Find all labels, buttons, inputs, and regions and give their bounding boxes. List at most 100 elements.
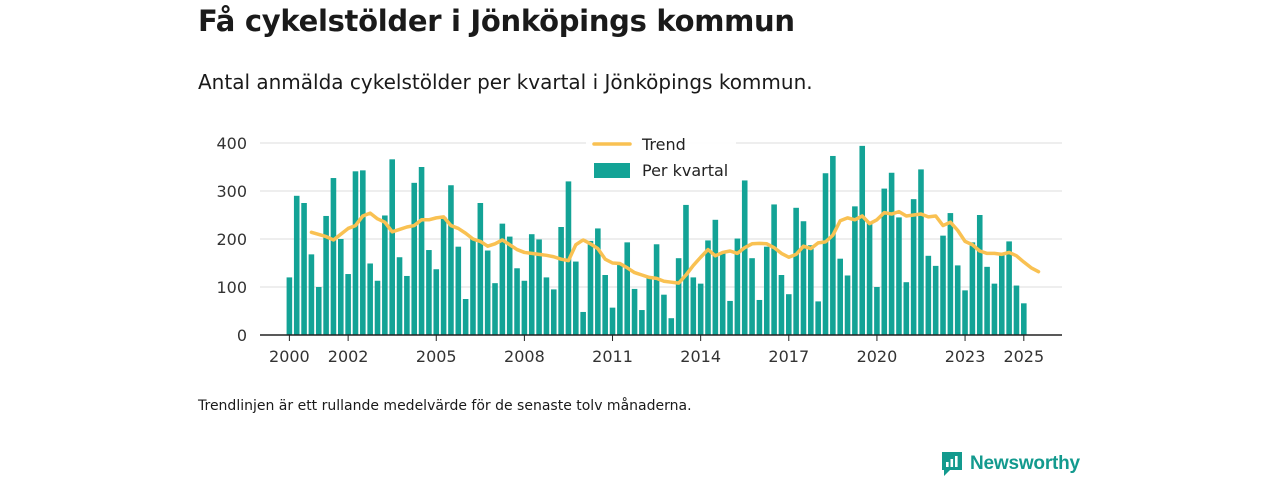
- bar: [932, 265, 939, 335]
- bar: [844, 275, 851, 335]
- bar: [492, 283, 498, 335]
- bar: [345, 274, 351, 335]
- bar: [286, 277, 293, 335]
- bar: [852, 206, 858, 335]
- bar: [675, 258, 682, 335]
- x-tick-label: 2017: [768, 347, 809, 366]
- bar: [830, 155, 836, 335]
- newsworthy-logo-icon: [942, 452, 962, 476]
- bar: [514, 268, 520, 335]
- bar: [859, 145, 866, 335]
- bar: [705, 240, 711, 335]
- y-tick-label: 100: [216, 278, 247, 297]
- bar: [315, 287, 322, 335]
- bar: [763, 246, 770, 335]
- bar: [874, 287, 880, 335]
- trend-series: [309, 209, 1041, 285]
- bar: [470, 239, 476, 335]
- bar: [881, 188, 888, 335]
- legend: Trend Per kvartal: [586, 131, 736, 185]
- bar: [558, 227, 564, 335]
- bar: [506, 236, 513, 335]
- bar: [374, 280, 381, 335]
- bar: [991, 283, 998, 335]
- bar: [602, 275, 608, 335]
- bar: [580, 311, 586, 335]
- brand-logo: Newsworthy: [940, 450, 1080, 478]
- bar: [661, 294, 667, 335]
- bar: [528, 234, 535, 335]
- bar: [484, 250, 491, 335]
- chart-subtitle: Antal anmälda cykelstölder per kvartal i…: [198, 70, 813, 94]
- x-tick-label: 2005: [416, 347, 457, 366]
- bar: [903, 282, 910, 335]
- trend-line: [309, 209, 1041, 285]
- brand-name: Newsworthy: [970, 453, 1080, 474]
- bar: [888, 172, 895, 335]
- bar: [536, 239, 542, 335]
- bar: [595, 228, 601, 335]
- bar: [433, 269, 440, 335]
- legend-trend-label: Trend: [641, 135, 686, 154]
- bar: [741, 180, 748, 335]
- bar: [396, 257, 403, 335]
- bar: [1013, 285, 1020, 335]
- bar: [455, 246, 462, 335]
- bar: [323, 215, 329, 335]
- axes: 0 100 200 300 400 2000 2002 2005 2008 2011 2014 201…: [216, 134, 1062, 366]
- y-tick-label: 400: [216, 134, 247, 153]
- bar: [800, 221, 807, 335]
- bar: [808, 245, 814, 335]
- bar: [749, 258, 755, 335]
- bar: [521, 280, 528, 335]
- bar: [984, 266, 990, 335]
- bar: [719, 252, 726, 335]
- bar: [690, 277, 697, 335]
- bar: [573, 261, 579, 335]
- x-tick-label: 2011: [592, 347, 633, 366]
- bar: [771, 204, 777, 335]
- bar: [976, 215, 983, 335]
- bar: [734, 238, 741, 335]
- y-tick-label: 0: [237, 326, 247, 345]
- bar: [727, 300, 733, 335]
- bar: [697, 283, 704, 335]
- bar: [352, 171, 359, 335]
- bar: [404, 275, 410, 335]
- bar: [301, 203, 307, 335]
- bar: [543, 277, 550, 335]
- bar-chart: 0 100 200 300 400 2000 2002 2005 2008 2011 2014 201…: [216, 131, 1062, 366]
- x-tick-label: 2020: [857, 347, 898, 366]
- bar: [631, 288, 638, 335]
- bar: [947, 213, 954, 335]
- bar: [477, 203, 484, 335]
- bar: [609, 307, 616, 335]
- x-tick-label: 2023: [945, 347, 986, 366]
- bar: [367, 263, 373, 335]
- bar: [962, 290, 968, 335]
- bar: [815, 301, 821, 335]
- bar: [389, 159, 395, 335]
- bar: [793, 207, 799, 335]
- bar: [338, 239, 344, 335]
- bar: [910, 199, 917, 335]
- bar: [330, 178, 337, 335]
- bar: [440, 216, 447, 335]
- y-tick-label: 200: [216, 230, 247, 249]
- legend-bar-label: Per kvartal: [642, 161, 728, 180]
- bar: [918, 169, 924, 335]
- bar: [550, 289, 557, 335]
- bar: [617, 264, 623, 335]
- bar: [896, 217, 902, 335]
- bar: [998, 255, 1005, 335]
- bar: [308, 254, 315, 335]
- bar: [587, 240, 594, 335]
- bar: [646, 277, 653, 335]
- legend-bar-swatch: [594, 163, 630, 178]
- bar: [925, 255, 932, 335]
- x-tick-label: 2002: [328, 347, 369, 366]
- bar: [712, 219, 719, 335]
- x-tick-label: 2025: [1003, 347, 1044, 366]
- bar: [1006, 241, 1012, 335]
- bar: [653, 244, 660, 335]
